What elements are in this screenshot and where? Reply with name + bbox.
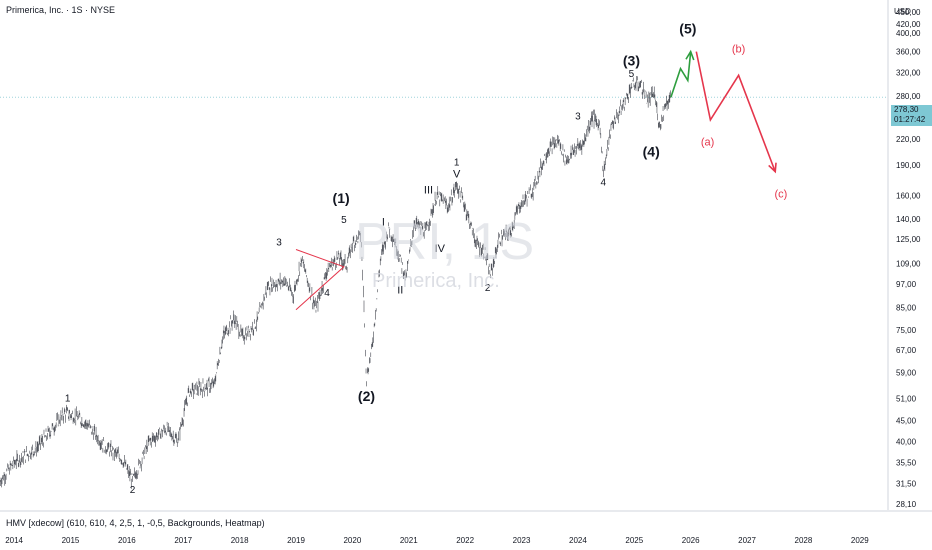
wave-label: 2 <box>130 485 136 496</box>
x-tick-label: 2025 <box>625 536 643 545</box>
x-tick-label: 2027 <box>738 536 756 545</box>
x-tick-label: 2019 <box>287 536 305 545</box>
wave-label: (3) <box>623 53 640 69</box>
wave-label: III <box>424 185 433 197</box>
wave-labels: 12345(1)(2)IIIIIIIV1V2345(3)(4)(5)(a)(b)… <box>65 20 787 496</box>
y-tick-label: 45,00 <box>896 416 917 425</box>
time-axis: 2014 2015 2016 2017 2018 2019 2020 2021 2022 2023… <box>5 536 869 545</box>
wave-label: 2 <box>485 283 491 294</box>
last-price-tag: 278,30 01:27:42 <box>891 105 932 126</box>
y-tick-label: 28,10 <box>896 500 917 509</box>
x-tick-label: 2029 <box>851 536 869 545</box>
projection-correction-abc <box>695 51 776 172</box>
currency-label[interactable]: USD <box>894 7 911 16</box>
y-tick-label: 31,50 <box>896 480 917 489</box>
wave-label: II <box>397 285 403 297</box>
projection-wave-5-arrowhead <box>685 49 695 61</box>
y-tick-label: 40,00 <box>896 437 917 446</box>
wave-label: V <box>453 169 461 181</box>
wave-label: 5 <box>629 69 635 80</box>
y-tick-label: 109,00 <box>896 260 921 269</box>
x-tick-label: 2018 <box>231 536 249 545</box>
y-tick-label: 160,00 <box>896 191 921 200</box>
chart-title[interactable]: Primerica, Inc. · 1S · NYSE <box>6 5 116 15</box>
wave-label: I <box>382 217 385 229</box>
y-tick-label: 280,00 <box>896 92 921 101</box>
wave-label: 4 <box>324 288 330 299</box>
y-tick-label: 140,00 <box>896 215 921 224</box>
x-tick-label: 2016 <box>118 536 136 545</box>
x-tick-label: 2023 <box>513 536 531 545</box>
wave-label: (5) <box>679 20 696 36</box>
triangle-pattern <box>295 249 345 311</box>
wave-label: 5 <box>341 215 347 226</box>
y-tick-label: 97,00 <box>896 280 917 289</box>
price-axis: 450,00420,00400,00360,00320,00280,00250,… <box>896 8 921 509</box>
y-tick-label: 51,00 <box>896 394 917 403</box>
x-tick-label: 2028 <box>795 536 813 545</box>
wave-label: (b) <box>732 44 745 56</box>
x-tick-label: 2020 <box>343 536 361 545</box>
y-tick-label: 35,50 <box>896 459 917 468</box>
wave-label: 1 <box>65 393 71 404</box>
indicator-legend[interactable]: HMV [xdecow] (610, 610, 4, 2,5, 1, -0,5,… <box>6 518 265 528</box>
projection-correction-arrowhead <box>768 162 777 174</box>
wave-label: IV <box>435 243 446 255</box>
y-tick-label: 450,00 <box>896 8 921 17</box>
x-tick-label: 2014 <box>5 536 23 545</box>
x-tick-label: 2024 <box>569 536 587 545</box>
x-tick-label: 2017 <box>174 536 192 545</box>
wave-label: (1) <box>333 190 350 206</box>
y-tick-label: 59,00 <box>896 368 917 377</box>
wave-label: 3 <box>276 237 282 248</box>
bar-countdown: 01:27:42 <box>894 115 926 124</box>
y-tick-label: 320,00 <box>896 68 921 77</box>
y-tick-label: 85,00 <box>896 304 917 313</box>
x-tick-label: 2022 <box>456 536 474 545</box>
wave-label: 3 <box>575 112 581 123</box>
wave-label: (a) <box>701 137 714 149</box>
grid <box>0 0 932 512</box>
y-tick-label: 125,00 <box>896 235 921 244</box>
wave-label: 4 <box>600 178 606 189</box>
last-price: 278,30 <box>894 105 919 114</box>
wave-label: (4) <box>643 144 660 160</box>
y-tick-label: 75,00 <box>896 326 917 335</box>
watermark-ticker: PRI, 1S <box>355 213 535 271</box>
y-tick-label: 67,00 <box>896 346 917 355</box>
projection-wave-5 <box>670 51 692 98</box>
y-tick-label: 400,00 <box>896 29 921 38</box>
y-tick-label: 360,00 <box>896 48 921 57</box>
x-tick-label: 2026 <box>682 536 700 545</box>
wave-overlays <box>295 49 777 311</box>
wave-label: 1 <box>454 158 460 169</box>
y-tick-label: 220,00 <box>896 135 921 144</box>
y-tick-label: 190,00 <box>896 161 921 170</box>
x-tick-label: 2015 <box>62 536 80 545</box>
x-tick-label: 2021 <box>400 536 418 545</box>
wave-label: (2) <box>358 388 375 404</box>
y-tick-label: 420,00 <box>896 20 921 29</box>
watermark-name: Primerica, Inc. <box>372 270 500 292</box>
wave-label: (c) <box>774 189 787 201</box>
price-candles <box>0 75 671 489</box>
